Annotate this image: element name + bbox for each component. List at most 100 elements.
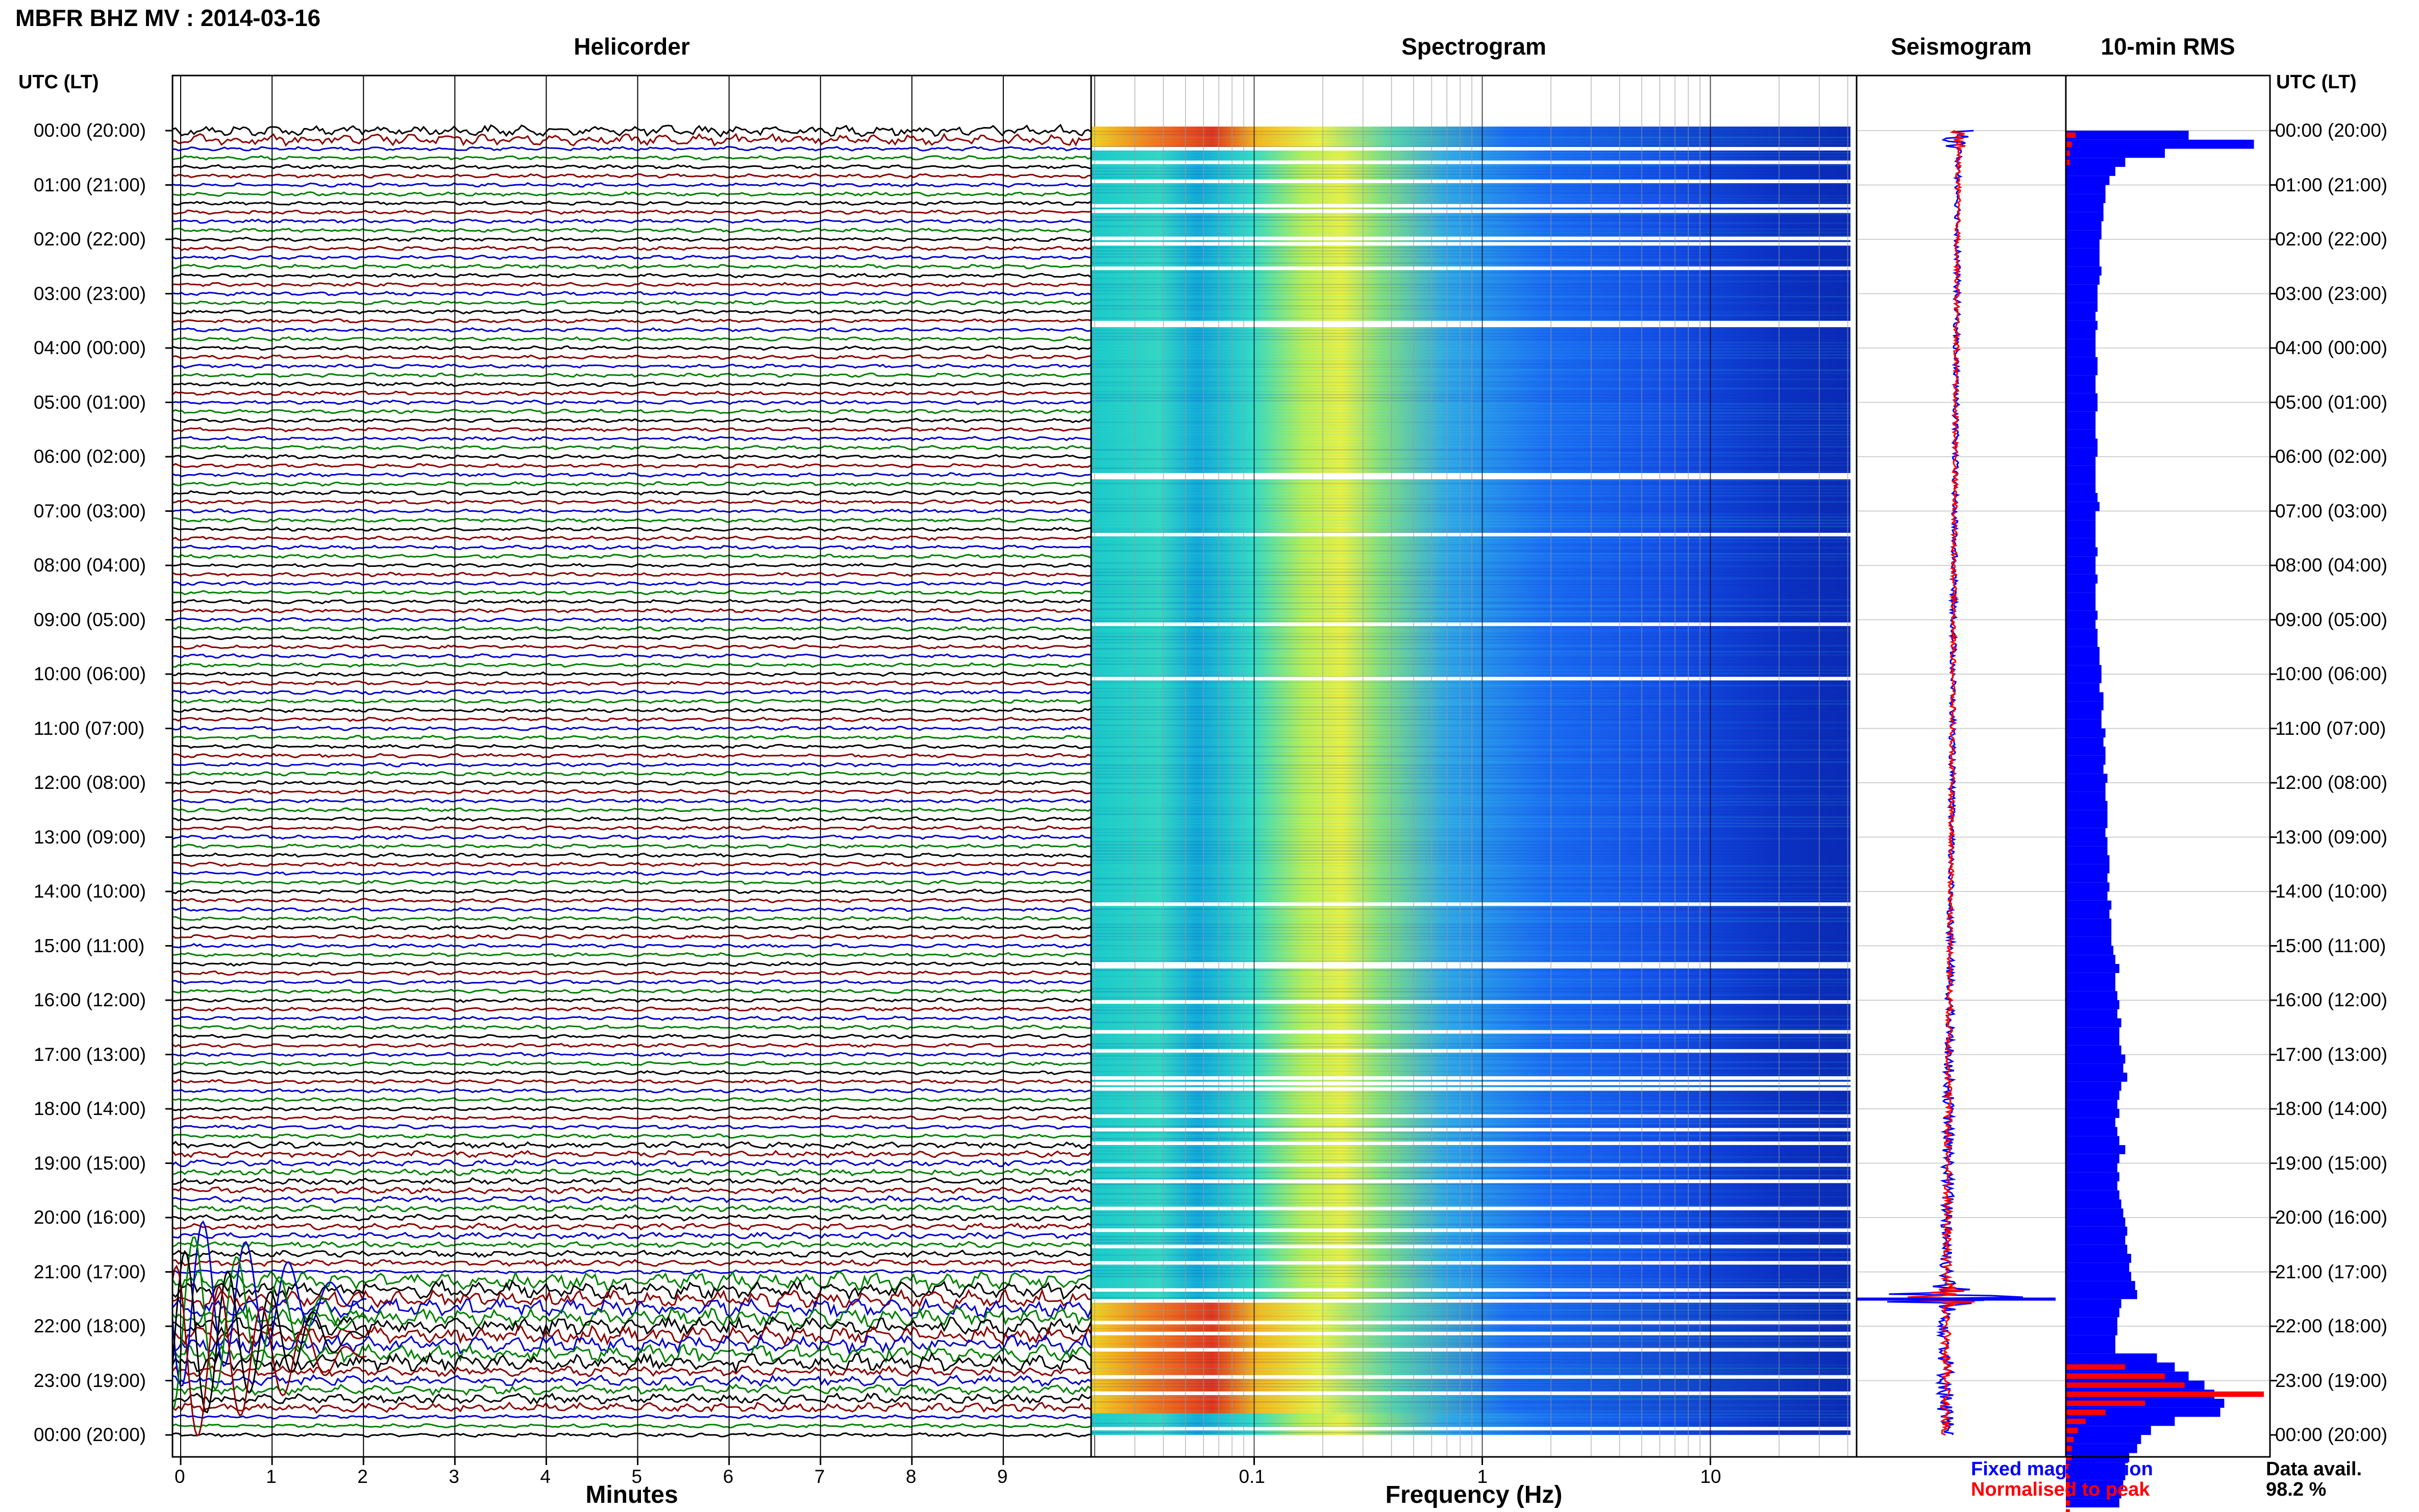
spectrogram-row <box>1091 820 1850 821</box>
spectrogram-row <box>1091 703 1850 705</box>
spectrogram-row <box>1091 1034 1850 1035</box>
spectrogram-row <box>1091 633 1850 634</box>
rms-bar-fixed <box>2066 457 2096 466</box>
helicorder-trace <box>171 798 1092 804</box>
rms-bar-fixed <box>2066 366 2098 376</box>
rms-bar-fixed <box>2066 928 2112 937</box>
spectrogram-row <box>1091 198 1850 200</box>
spectrogram-row <box>1091 559 1850 561</box>
data-gap <box>1091 242 1850 246</box>
spectrogram-row <box>1091 449 1850 451</box>
page-title: MBFR BHZ MV : 2014-03-16 <box>15 5 321 31</box>
spectrogram-row <box>1091 599 1850 601</box>
data-gap <box>1091 1128 1850 1132</box>
legend-normalised: Normalised to peak <box>1971 1479 2150 1500</box>
spectrogram-row <box>1091 305 1850 307</box>
spectrogram-row <box>1091 1365 1850 1366</box>
rms-bar-fixed <box>2066 293 2098 303</box>
spectrogram-row <box>1091 1101 1850 1103</box>
spectrogram-row <box>1091 660 1850 662</box>
rms-bar-fixed <box>2066 602 2096 611</box>
time-label-right: 23:00 (19:00) <box>2275 1370 2388 1391</box>
spectrogram-row <box>1091 706 1850 708</box>
helicorder-trace <box>171 372 1092 378</box>
spectrogram-row <box>1091 164 1850 166</box>
rms-bar-normalised <box>2066 1382 2185 1388</box>
spectrogram-row <box>1091 709 1850 711</box>
time-label-right: 12:00 (08:00) <box>2275 772 2388 793</box>
spectrogram-row <box>1091 544 1850 546</box>
spectrogram-row <box>1091 752 1850 754</box>
spectrogram-row <box>1091 1055 1850 1057</box>
spectrogram-row <box>1091 339 1850 340</box>
helicorder-trace <box>171 245 1092 252</box>
data-gap <box>1091 1049 1850 1053</box>
time-label-right: 15:00 (11:00) <box>2275 935 2386 956</box>
rms-bar-fixed <box>2066 448 2098 457</box>
spectrogram-row <box>1091 755 1850 757</box>
helicorder-trace <box>171 490 1092 496</box>
spectrogram-row <box>1091 985 1850 986</box>
helicorder-trace <box>171 562 1092 568</box>
rms-bar-fixed <box>2066 465 2096 475</box>
data-gap <box>1091 1030 1850 1034</box>
rms-bar-fixed <box>2066 774 2108 783</box>
helicorder-trace <box>171 236 1092 242</box>
rms-bar-fixed <box>2066 1073 2128 1082</box>
data-avail-value: 98.2 % <box>2266 1479 2327 1500</box>
spectrogram-row <box>1091 1404 1850 1406</box>
spectrogram-row <box>1091 590 1850 591</box>
rms-bar-fixed <box>2066 647 2100 656</box>
rms-bar-fixed <box>2066 1417 2175 1426</box>
spectrogram-row <box>1091 1386 1850 1387</box>
helicorder-xlabel: Minutes <box>585 1481 678 1508</box>
time-label-left: 10:00 (06:00) <box>34 663 146 684</box>
spectrogram-row <box>1091 385 1850 386</box>
spectrogram-row <box>1091 786 1850 787</box>
rms-bar-fixed <box>2066 1308 2119 1318</box>
spectrogram-row <box>1091 186 1850 187</box>
spectrogram-row <box>1091 553 1850 555</box>
spectrogram-row <box>1091 461 1850 463</box>
spectrogram-row <box>1091 1012 1850 1014</box>
rms-bar-normalised <box>2066 141 2072 147</box>
rms-bar-fixed <box>2066 791 2106 801</box>
helicorder-trace <box>171 1141 1092 1150</box>
helicorder-trace <box>171 753 1092 759</box>
time-label-left: 04:00 (00:00) <box>34 337 146 358</box>
spectrogram-row <box>1091 584 1850 585</box>
spectrogram-row <box>1091 740 1850 741</box>
helicorder-trace <box>171 400 1092 406</box>
helicorder-trace <box>171 698 1092 704</box>
spectrogram-row <box>1091 568 1850 570</box>
rms-bar-fixed <box>2066 158 2126 167</box>
panel-frame <box>1856 75 2067 1458</box>
data-gap <box>1091 1228 1850 1232</box>
spectrogram-row <box>1091 1319 1850 1320</box>
helicorder-trace <box>171 1006 1092 1012</box>
rms-panel <box>2066 130 2270 1512</box>
spectrogram-row <box>1091 1037 1850 1038</box>
spectrogram-row <box>1091 1224 1850 1225</box>
spectrogram-row <box>1091 1270 1850 1271</box>
spectrogram-row <box>1091 562 1850 564</box>
spectrogram-row <box>1091 293 1850 294</box>
helicorder-trace <box>171 952 1092 958</box>
spectrogram-row <box>1091 409 1850 411</box>
rms-bar-fixed <box>2066 484 2096 493</box>
spectrogram-row <box>1091 446 1850 448</box>
rms-bar-fixed <box>2066 1344 2115 1354</box>
helicorder-trace <box>171 616 1092 623</box>
rms-bar-fixed <box>2066 1299 2121 1308</box>
spectrogram-row <box>1091 587 1850 588</box>
spectrogram-row <box>1091 1414 1850 1415</box>
spectrogram-row <box>1091 1025 1850 1026</box>
time-label-right: 11:00 (07:00) <box>2275 717 2386 739</box>
helicorder-trace <box>171 1060 1092 1067</box>
spectrogram-row <box>1091 1316 1850 1317</box>
helicorder-trace <box>171 1231 1092 1240</box>
helicorder-trace <box>171 182 1092 188</box>
spectrogram-row <box>1091 1248 1850 1250</box>
spectrogram-row <box>1091 1337 1850 1339</box>
rms-bar-fixed <box>2066 683 2100 692</box>
